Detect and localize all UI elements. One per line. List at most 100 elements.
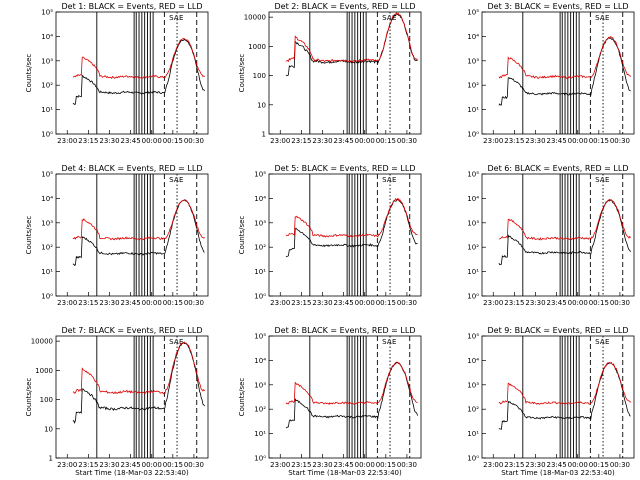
y-tick-label: 10: [257, 101, 266, 109]
y-tick-label: 10²: [467, 82, 479, 90]
marker-label: S: [382, 14, 387, 22]
y-tick-label: 10⁵: [41, 171, 53, 179]
y-tick-label: 10¹: [41, 268, 53, 276]
y-tick-label: 1000: [35, 367, 53, 375]
marker-label: S: [595, 176, 600, 184]
plot-frame: [268, 11, 422, 135]
y-tick-label: 10¹: [467, 268, 479, 276]
x-tick-label: 23:00: [57, 461, 77, 469]
y-tick-label: 10⁰: [254, 293, 266, 301]
marker-label: S: [595, 14, 600, 22]
marker-label: A: [387, 176, 392, 184]
marker-label: E: [179, 14, 183, 22]
y-tick-label: 10³: [467, 57, 479, 65]
x-tick-label: 00:15: [163, 299, 183, 307]
lld-series-line: [498, 361, 631, 405]
x-axis-label: Start Time (18-Mar-03 22:53:40): [75, 469, 189, 477]
panel-det-7: Det 7: BLACK = Events, RED = LLD 1 10 100 10…: [25, 326, 209, 477]
x-tick-label: 00:15: [376, 137, 396, 145]
plot-frame: [268, 173, 422, 297]
plot-frame: [55, 11, 209, 135]
y-tick-label: 10¹: [467, 430, 479, 438]
y-tick-label: 10²: [41, 82, 53, 90]
y-tick-label: 10³: [41, 219, 53, 227]
y-tick-label: 10¹: [467, 106, 479, 114]
x-tick-label: 23:00: [270, 461, 290, 469]
x-tick-label: 23:30: [312, 137, 332, 145]
marker-label: S: [382, 176, 387, 184]
y-tick-label: 10⁴: [41, 195, 53, 203]
lld-series-line: [498, 198, 631, 241]
x-tick-label: 23:15: [504, 461, 524, 469]
x-tick-label: 00:00: [142, 461, 162, 469]
x-tick-label: 23:45: [546, 299, 566, 307]
y-tick-label: 10⁰: [467, 293, 479, 301]
x-tick-label: 00:15: [589, 299, 609, 307]
plot-frame: [481, 335, 635, 459]
marker-label: A: [600, 338, 605, 346]
marker-label: E: [392, 14, 396, 22]
plot-frame: [55, 173, 209, 297]
panel-title: Det 6: BLACK = Events, RED = LLD: [488, 164, 629, 173]
x-tick-label: 23:15: [291, 299, 311, 307]
plot-frame: [481, 173, 635, 297]
lld-series-line: [72, 37, 205, 79]
x-tick-label: 23:00: [57, 299, 77, 307]
x-tick-label: 23:45: [546, 137, 566, 145]
x-tick-label: 23:30: [525, 461, 545, 469]
y-tick-label: 10⁰: [41, 293, 53, 301]
y-tick-label: 10⁵: [467, 333, 479, 341]
x-tick-label: 00:30: [610, 461, 630, 469]
x-tick-label: 00:00: [355, 137, 375, 145]
plot-frame: [481, 11, 635, 135]
y-tick-label: 10¹: [254, 430, 266, 438]
x-tick-label: 23:30: [312, 461, 332, 469]
x-tick-label: 00:15: [163, 137, 183, 145]
x-tick-label: 23:30: [99, 137, 119, 145]
events-series-line: [72, 342, 205, 424]
panel-title: Det 8: BLACK = Events, RED = LLD: [275, 326, 416, 335]
panel-title: Det 7: BLACK = Events, RED = LLD: [62, 326, 203, 335]
y-tick-label: 1: [262, 131, 266, 139]
y-tick-label: 100: [40, 396, 53, 404]
y-tick-label: 10⁴: [467, 33, 479, 41]
y-tick-label: 100: [253, 72, 266, 80]
panel-det-8: Det 8: BLACK = Events, RED = LLD 10⁰ 10¹ 10…: [238, 326, 422, 477]
panel-title: Det 4: BLACK = Events, RED = LLD: [62, 164, 203, 173]
marker-label: E: [179, 338, 183, 346]
x-tick-label: 23:30: [525, 137, 545, 145]
marker-label: A: [387, 14, 392, 22]
y-tick-label: 10⁵: [467, 171, 479, 179]
x-tick-label: 00:30: [397, 299, 417, 307]
marker-label: A: [174, 338, 179, 346]
marker-label: S: [595, 338, 600, 346]
x-tick-label: 23:30: [525, 299, 545, 307]
panel-det-6: Det 6: BLACK = Events, RED = LLD 10⁰ 10¹ 10…: [467, 164, 635, 307]
x-tick-label: 00:00: [142, 137, 162, 145]
panel-det-4: Det 4: BLACK = Events, RED = LLD 10⁰ 10¹ 10…: [25, 164, 209, 307]
y-axis-label: Counts/sec: [25, 378, 33, 417]
x-tick-label: 00:30: [184, 461, 204, 469]
y-tick-label: 10³: [254, 381, 266, 389]
y-tick-label: 10⁵: [467, 9, 479, 17]
x-tick-label: 23:00: [483, 137, 503, 145]
x-tick-label: 00:00: [355, 299, 375, 307]
events-series-line: [285, 362, 418, 429]
panel-title: Det 2: BLACK = Events, RED = LLD: [275, 2, 416, 11]
x-tick-label: 23:15: [504, 137, 524, 145]
marker-label: A: [600, 14, 605, 22]
marker-label: A: [387, 338, 392, 346]
x-tick-label: 23:45: [120, 137, 140, 145]
x-tick-label: 00:00: [355, 461, 375, 469]
y-tick-label: 10²: [467, 406, 479, 414]
panel-title: Det 3: BLACK = Events, RED = LLD: [488, 2, 629, 11]
panel-title: Det 9: BLACK = Events, RED = LLD: [488, 326, 629, 335]
x-tick-label: 00:15: [376, 461, 396, 469]
x-tick-label: 23:15: [78, 299, 98, 307]
plot-frame: [268, 335, 422, 459]
marker-label: S: [169, 176, 174, 184]
y-tick-label: 10⁴: [254, 195, 266, 203]
x-tick-label: 23:45: [333, 461, 353, 469]
events-series-line: [285, 12, 418, 77]
x-tick-label: 00:15: [376, 299, 396, 307]
